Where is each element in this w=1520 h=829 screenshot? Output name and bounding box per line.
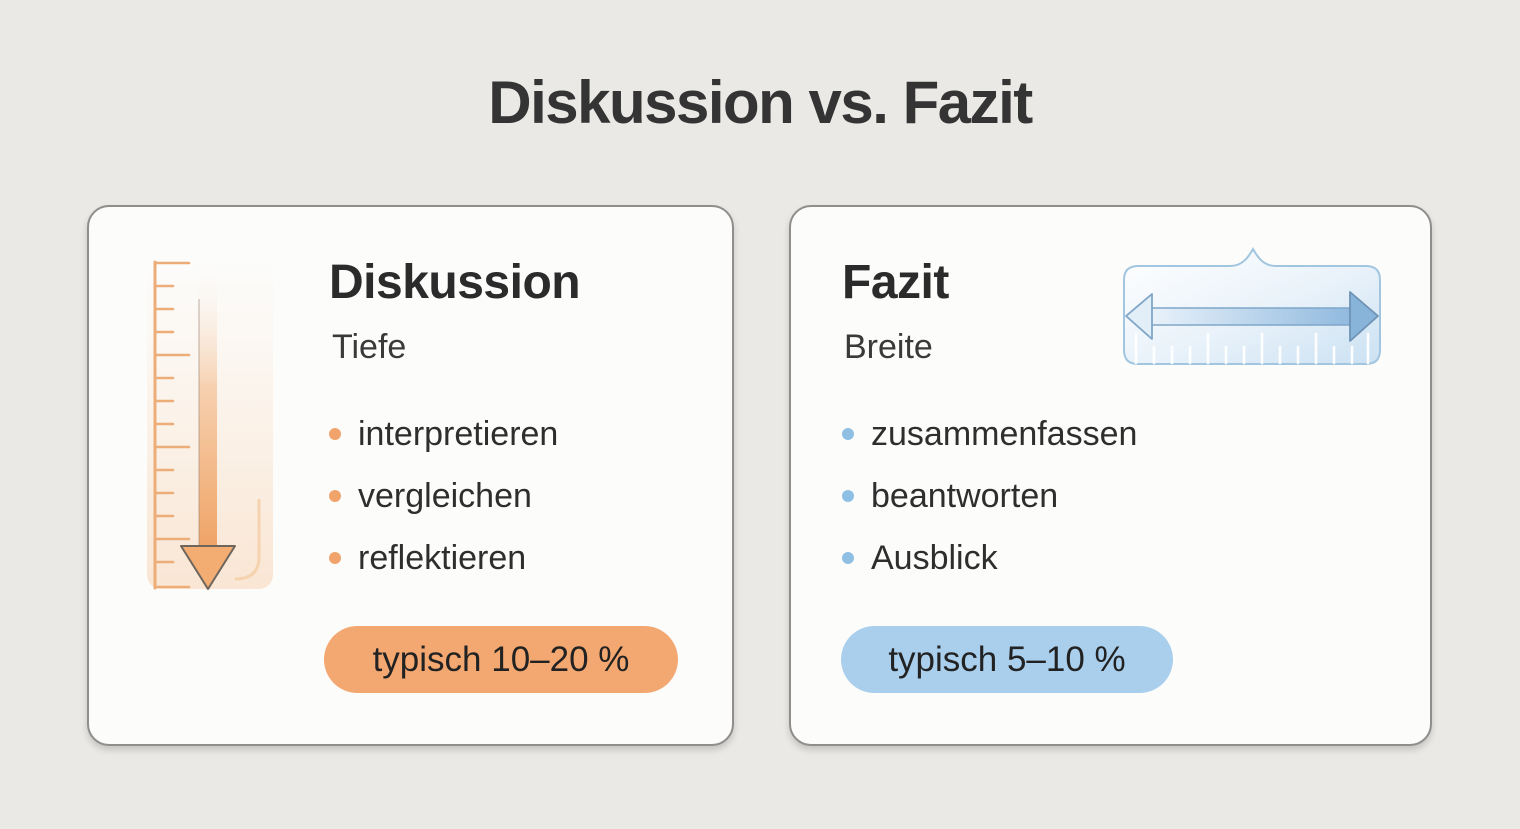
- bullet-label: zusammenfassen: [871, 414, 1138, 453]
- depth-ruler-down-arrow-icon: [147, 259, 277, 594]
- list-item: reflektieren: [329, 527, 558, 589]
- card-subtitle-tiefe: Tiefe: [332, 328, 407, 366]
- bullet-label: reflektieren: [358, 538, 527, 577]
- bullet-dot: [842, 552, 854, 564]
- list-item: zusammenfassen: [842, 403, 1137, 465]
- page-title: Diskussion vs. Fazit: [488, 69, 1033, 136]
- list-item: Ausblick: [842, 527, 1137, 589]
- card-diskussion: Diskussion Tiefe interpretieren vergleic…: [87, 205, 734, 746]
- card-subtitle-breite: Breite: [844, 328, 933, 366]
- bullet-label: vergleichen: [358, 476, 532, 515]
- list-item: interpretieren: [329, 403, 558, 465]
- badge-typical-share-fazit: typisch 5–10 %: [841, 626, 1173, 693]
- bullet-label: beantworten: [871, 476, 1059, 515]
- bullet-dot: [329, 490, 341, 502]
- bullet-dot: [329, 428, 341, 440]
- bullet-dot: [842, 428, 854, 440]
- bullet-label: Ausblick: [871, 538, 998, 577]
- bullet-dot: [842, 490, 854, 502]
- list-item: beantworten: [842, 465, 1137, 527]
- width-ruler-double-arrow-icon: [1122, 246, 1382, 368]
- card-fazit: Fazit Breite zusammenfassen beantworten …: [789, 205, 1432, 746]
- card-title-fazit: Fazit: [842, 256, 949, 309]
- list-item: vergleichen: [329, 465, 558, 527]
- bullet-dot: [329, 552, 341, 564]
- card-title-diskussion: Diskussion: [329, 256, 581, 309]
- bullet-list-diskussion: interpretieren vergleichen reflektieren: [329, 403, 558, 589]
- bullet-list-fazit: zusammenfassen beantworten Ausblick: [842, 403, 1137, 589]
- bullet-label: interpretieren: [358, 414, 559, 453]
- badge-typical-share-diskussion: typisch 10–20 %: [324, 626, 678, 693]
